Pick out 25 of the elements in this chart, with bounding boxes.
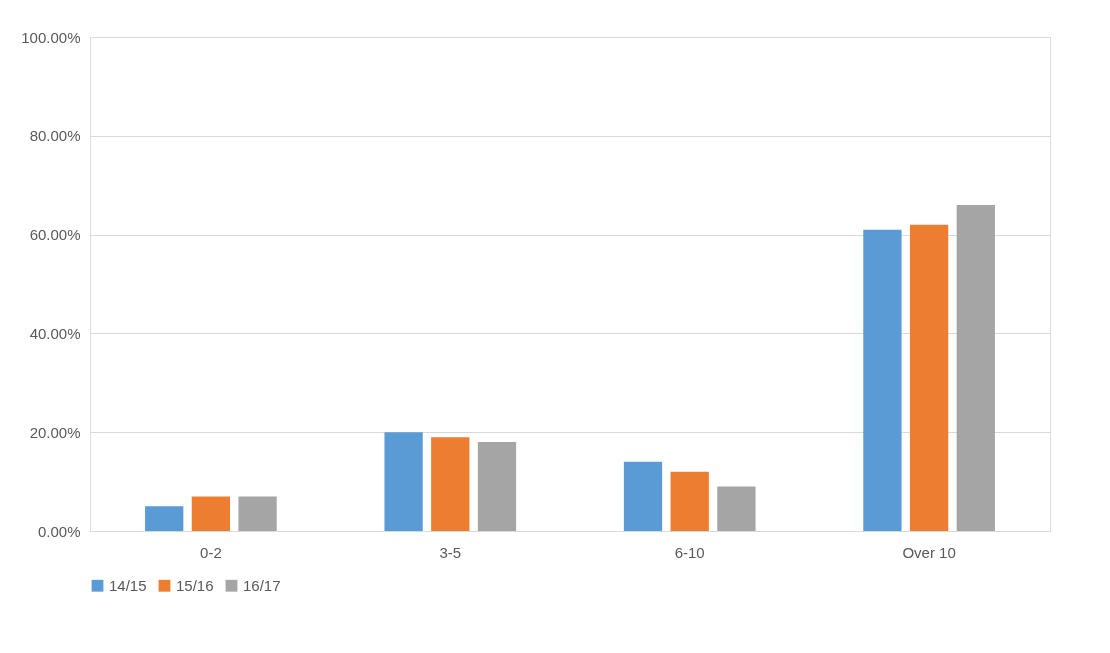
bar xyxy=(431,437,470,531)
x-tick-label: 0-2 xyxy=(200,543,222,561)
y-tick-label: 40.00% xyxy=(29,324,81,342)
y-tick-label: 0.00% xyxy=(37,522,81,540)
bar xyxy=(670,471,709,531)
bar xyxy=(956,204,995,531)
y-tick-label: 60.00% xyxy=(29,226,81,244)
legend-label: 15/16 xyxy=(176,576,214,594)
y-tick-label: 20.00% xyxy=(29,423,81,441)
x-tick-label: 6-10 xyxy=(674,543,705,561)
bar xyxy=(238,496,277,531)
bar xyxy=(191,496,231,531)
bar xyxy=(145,506,184,531)
x-tick-label: 3-5 xyxy=(439,543,462,561)
legend-label: 14/15 xyxy=(109,576,147,594)
bar xyxy=(863,229,902,531)
y-tick-label: 100.00% xyxy=(21,28,81,46)
bar xyxy=(384,432,423,531)
bar xyxy=(909,224,949,531)
y-tick-label: 80.00% xyxy=(29,127,81,145)
x-tick-label: Over 10 xyxy=(902,543,956,561)
bar xyxy=(623,461,663,531)
bar xyxy=(477,442,517,531)
bar xyxy=(717,486,756,531)
legend-label: 16/17 xyxy=(243,576,281,594)
